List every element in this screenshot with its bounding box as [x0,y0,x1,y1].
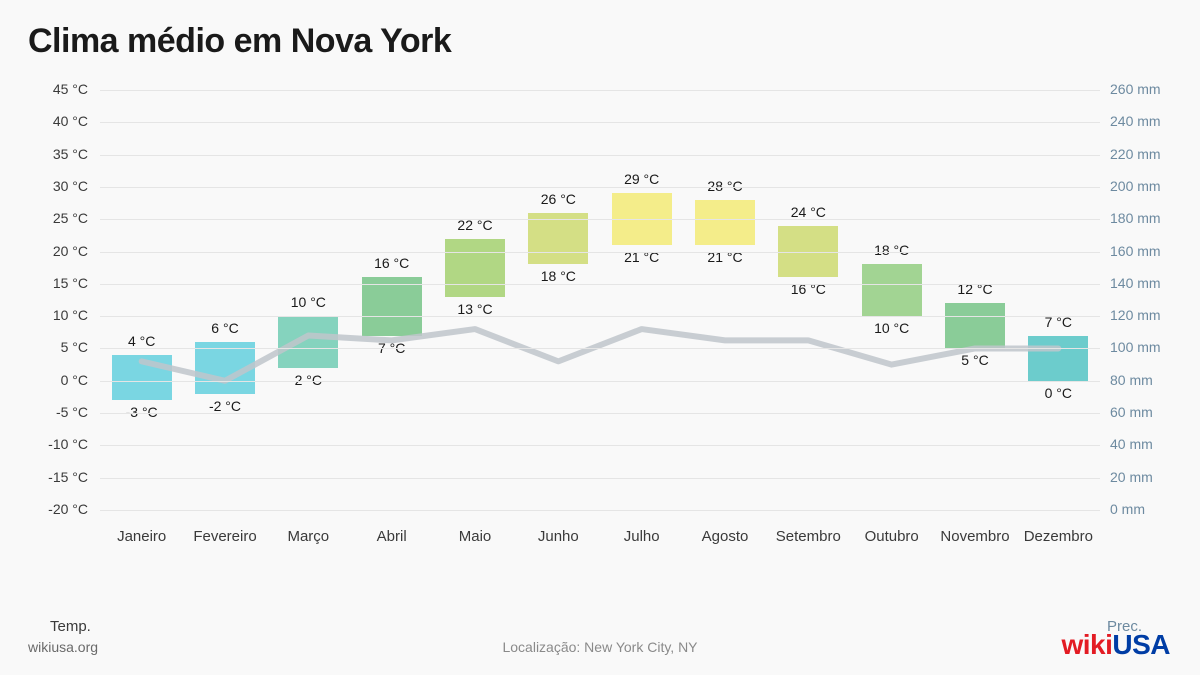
temp-bar [278,316,338,368]
temp-low-label: 18 °C [518,268,598,284]
temp-tick-label: -20 °C [20,501,88,517]
gridline [100,413,1100,414]
prec-tick-label: 160 mm [1110,243,1180,259]
prec-tick-label: 40 mm [1110,436,1180,452]
month-label: Janeiro [100,528,183,545]
temp-tick-label: 5 °C [20,339,88,355]
temp-tick-label: 30 °C [20,178,88,194]
prec-tick-label: 260 mm [1110,81,1180,97]
temp-high-label: 6 °C [185,320,265,336]
prec-tick-label: 240 mm [1110,113,1180,129]
gridline [100,316,1100,317]
temp-low-label: 13 °C [435,301,515,317]
temp-tick-label: -10 °C [20,436,88,452]
gridline [100,187,1100,188]
plot-area: 4 °C-3 °C6 °C-2 °C10 °C2 °C16 °C7 °C22 °… [100,90,1100,510]
footer: wikiusa.org Localização: New York City, … [0,625,1200,675]
temp-high-label: 18 °C [852,242,932,258]
gridline [100,252,1100,253]
temp-bar [195,342,255,394]
brand-prefix: wiki [1061,629,1112,660]
temp-high-label: 26 °C [518,191,598,207]
temp-tick-label: 15 °C [20,275,88,291]
temp-tick-label: -15 °C [20,469,88,485]
temp-bar [445,239,505,297]
month-label: Agosto [683,528,766,545]
prec-tick-label: 20 mm [1110,469,1180,485]
prec-tick-label: 80 mm [1110,372,1180,388]
prec-tick-label: 0 mm [1110,501,1180,517]
gridline [100,510,1100,511]
temp-tick-label: -5 °C [20,404,88,420]
brand-suffix: USA [1112,629,1170,660]
month-label: Junho [517,528,600,545]
temp-bar [945,303,1005,348]
temp-bar [528,213,588,265]
temp-tick-label: 45 °C [20,81,88,97]
month-label: Março [267,528,350,545]
location-text: Localização: New York City, NY [0,639,1200,655]
month-label: Novembro [933,528,1016,545]
month-label: Dezembro [1017,528,1100,545]
gridline [100,155,1100,156]
temp-bar [1028,336,1088,381]
gridline [100,90,1100,91]
temp-tick-label: 40 °C [20,113,88,129]
temp-high-label: 29 °C [602,171,682,187]
temp-low-label: 0 °C [1018,385,1098,401]
prec-tick-label: 220 mm [1110,146,1180,162]
month-label: Maio [433,528,516,545]
prec-tick-label: 60 mm [1110,404,1180,420]
prec-tick-label: 100 mm [1110,339,1180,355]
month-label: Fevereiro [183,528,266,545]
gridline [100,284,1100,285]
temp-bar [695,200,755,245]
chart-title: Clima médio em Nova York [28,22,451,61]
prec-tick-label: 180 mm [1110,210,1180,226]
temp-low-label: 10 °C [852,320,932,336]
temp-tick-label: 10 °C [20,307,88,323]
month-label: Julho [600,528,683,545]
temp-bar [862,264,922,316]
temp-tick-label: 20 °C [20,243,88,259]
month-label: Outubro [850,528,933,545]
temp-tick-label: 35 °C [20,146,88,162]
month-label: Setembro [767,528,850,545]
month-label: Abril [350,528,433,545]
temp-high-label: 24 °C [768,204,848,220]
temp-tick-label: 25 °C [20,210,88,226]
temp-high-label: 10 °C [268,294,348,310]
temp-high-label: 16 °C [352,255,432,271]
gridline [100,122,1100,123]
temp-high-label: 28 °C [685,178,765,194]
temp-tick-label: 0 °C [20,372,88,388]
gridline [100,478,1100,479]
prec-tick-label: 120 mm [1110,307,1180,323]
temp-bar [362,277,422,335]
temp-low-label: -2 °C [185,398,265,414]
gridline [100,219,1100,220]
gridline [100,445,1100,446]
prec-tick-label: 140 mm [1110,275,1180,291]
temp-high-label: 4 °C [102,333,182,349]
gridline [100,348,1100,349]
gridline [100,381,1100,382]
brand-logo: wikiUSA [1061,629,1170,661]
prec-tick-label: 200 mm [1110,178,1180,194]
temp-low-label: 5 °C [935,352,1015,368]
climate-chart: 4 °C-3 °C6 °C-2 °C10 °C2 °C16 °C7 °C22 °… [20,90,1180,570]
temp-bar [112,355,172,400]
